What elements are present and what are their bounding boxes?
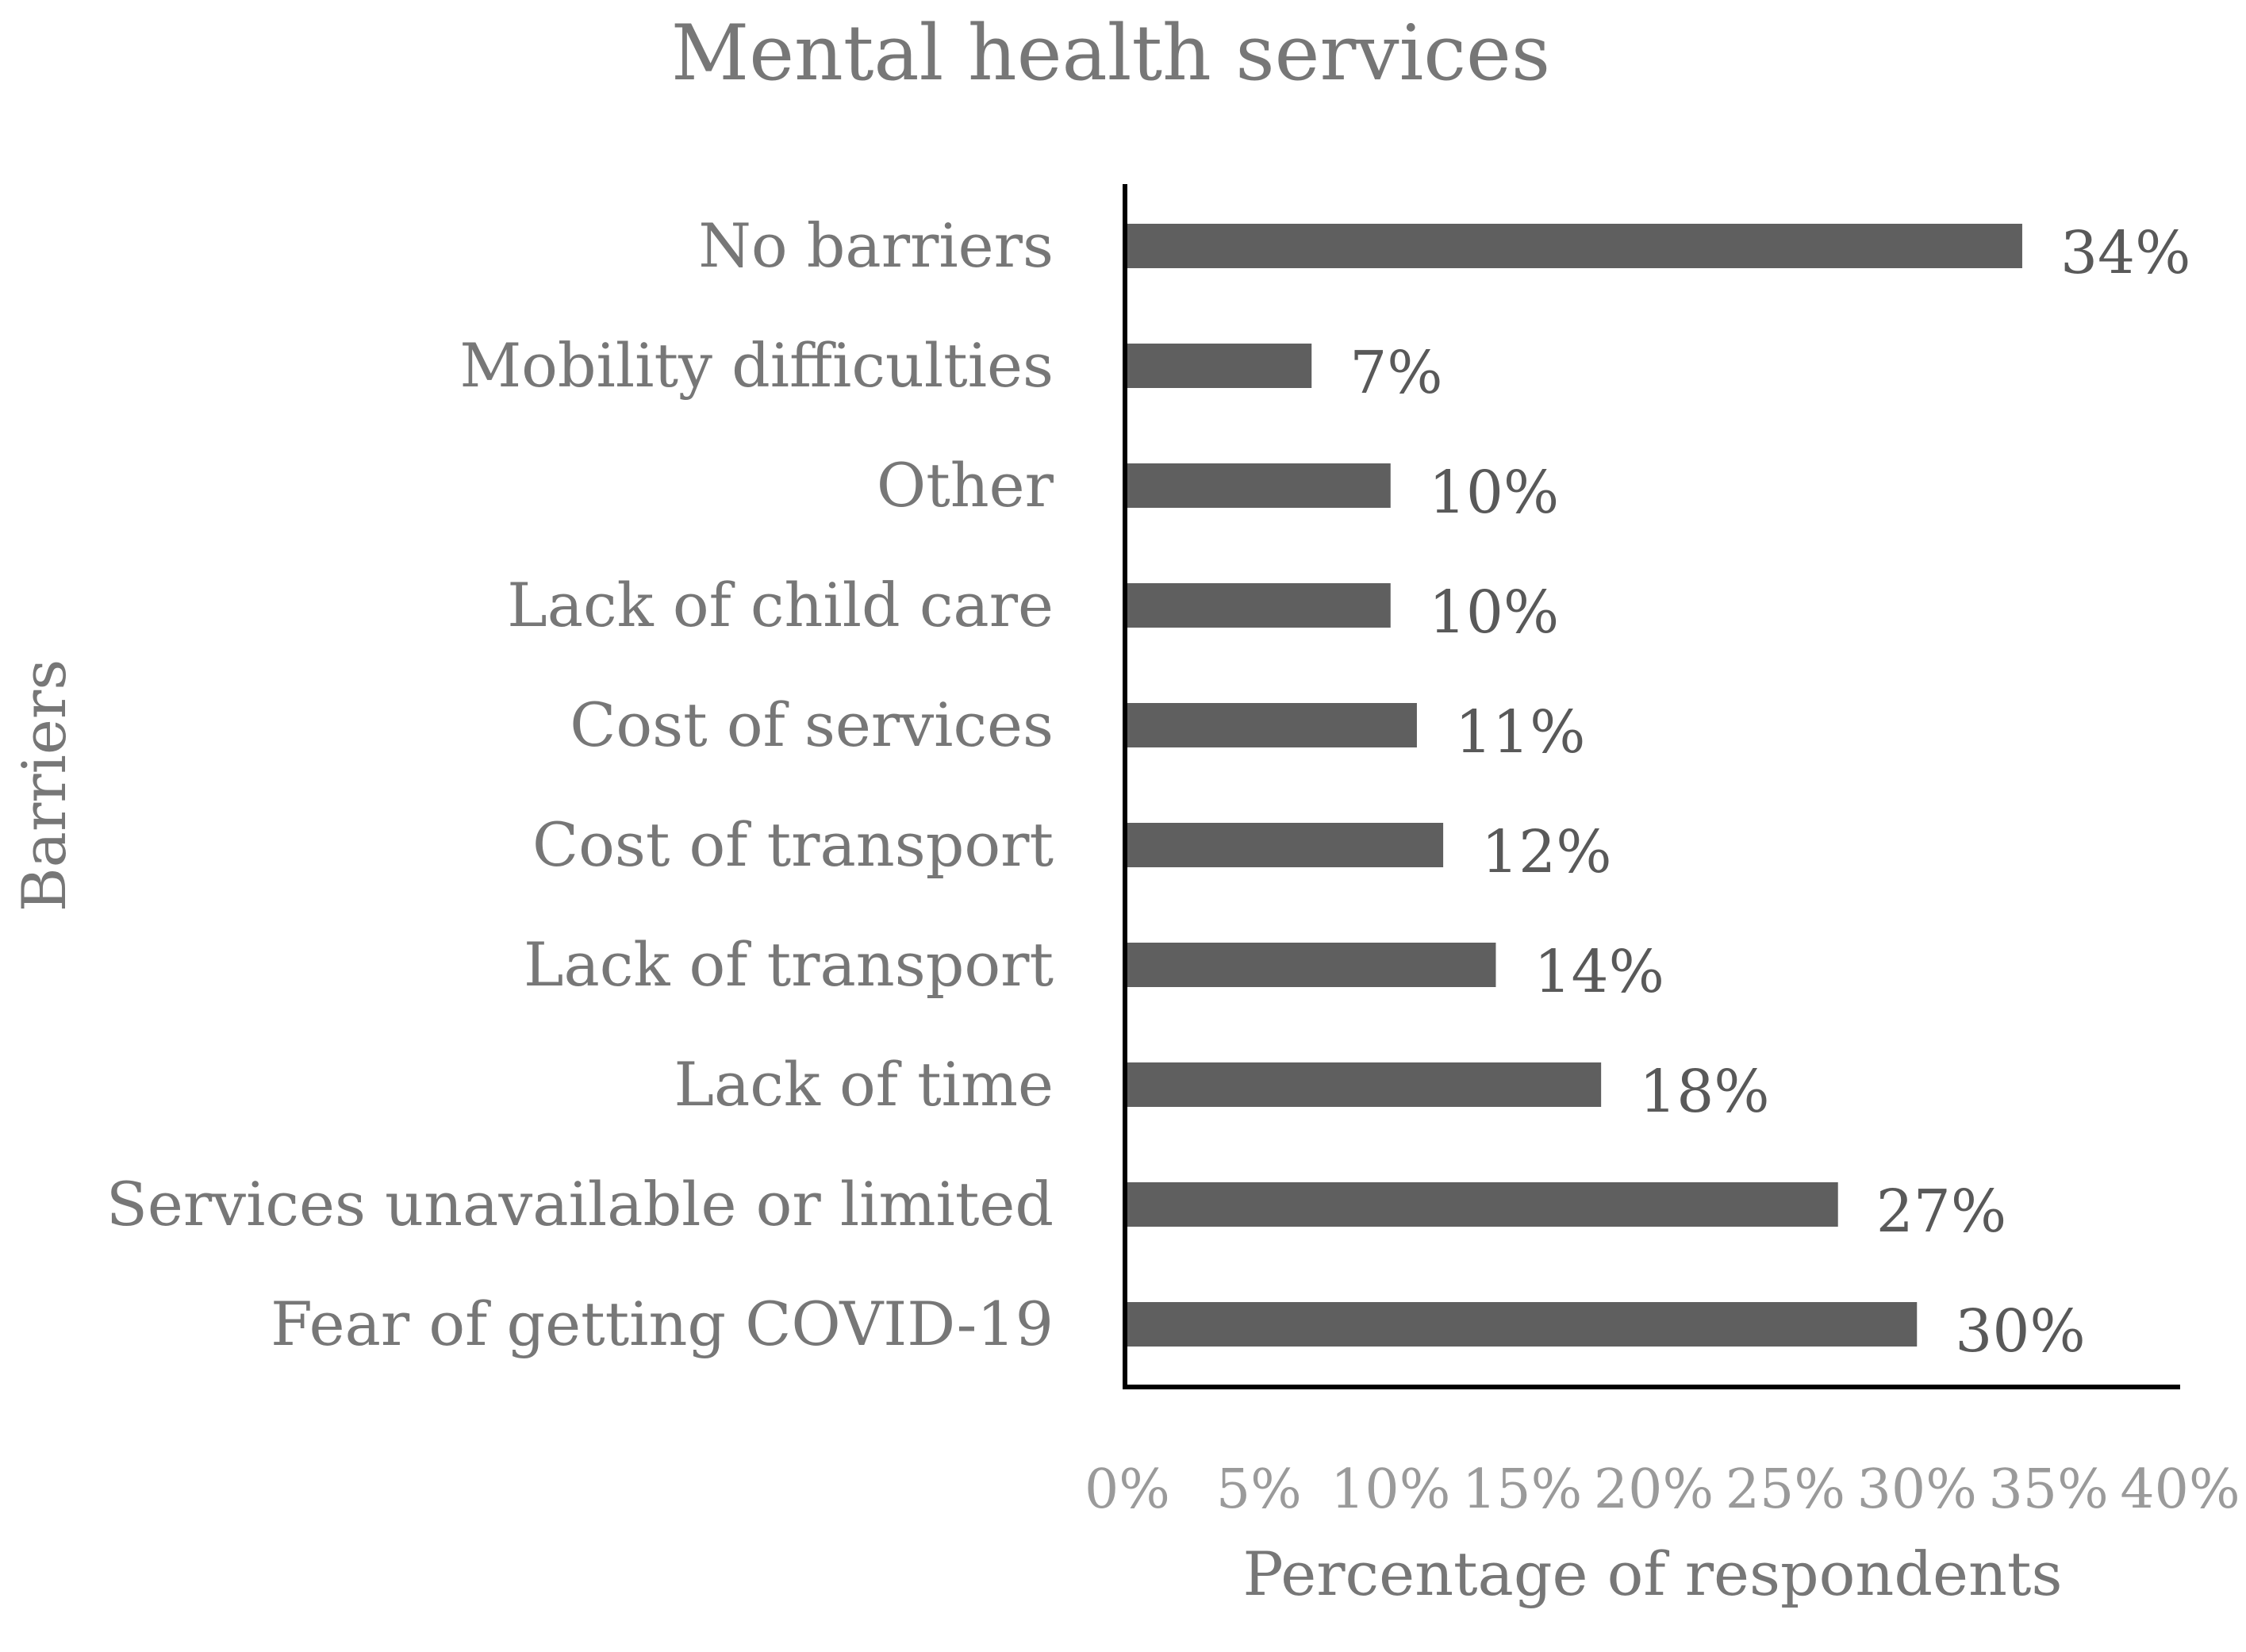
data-label: 10%: [1429, 459, 1559, 527]
bars-group: [1127, 224, 2022, 1347]
data-label: 30%: [1955, 1297, 2085, 1366]
data-label: 11%: [1455, 698, 1585, 766]
x-tick-label: 20%: [1594, 1458, 1714, 1521]
x-tick-label: 15%: [1462, 1458, 1582, 1521]
category-label: Cost of transport: [532, 809, 1054, 880]
chart-title: Mental health services: [671, 9, 1550, 98]
x-axis-title: Percentage of respondents: [1243, 1539, 2063, 1609]
bar: [1127, 344, 1312, 388]
bar: [1127, 224, 2022, 268]
category-label: No barriers: [698, 210, 1054, 281]
data-label: 10%: [1429, 578, 1559, 647]
bar: [1127, 1062, 1602, 1107]
category-label: Other: [877, 450, 1054, 521]
y-axis-title: Barriers: [9, 659, 79, 912]
data-labels: 34% 7% 10% 10% 11% 12% 14% 18% 27% 30%: [1350, 219, 2190, 1366]
x-tick-label: 10%: [1330, 1458, 1450, 1521]
data-label: 27%: [1876, 1178, 2006, 1246]
bar: [1127, 583, 1391, 628]
category-label: Cost of services: [570, 690, 1054, 760]
x-tick-label: 35%: [1989, 1458, 2109, 1521]
category-label: Lack of time: [674, 1049, 1054, 1120]
x-tick-label: 25%: [1726, 1458, 1845, 1521]
bar: [1127, 1302, 1918, 1347]
category-label: Fear of getting COVID-19: [271, 1289, 1054, 1359]
category-label: Mobility difficulties: [459, 330, 1054, 401]
bar: [1127, 943, 1496, 987]
bar: [1127, 703, 1417, 747]
category-label: Services unavailable or limited: [106, 1169, 1054, 1239]
x-tick-label: 0%: [1085, 1458, 1170, 1521]
x-tick-labels: 0% 5% 10% 15% 20% 25% 30% 35% 40%: [1085, 1458, 2240, 1521]
category-label: Lack of child care: [507, 570, 1054, 640]
bar: [1127, 463, 1391, 508]
category-label: Lack of transport: [524, 929, 1054, 1000]
data-label: 14%: [1534, 938, 1664, 1006]
data-label: 34%: [2060, 219, 2190, 287]
data-label: 12%: [1481, 818, 1611, 886]
category-labels: No barriers Mobility difficulties Other Lac…: [106, 210, 1054, 1359]
data-label: 7%: [1350, 339, 1442, 407]
x-tick-label: 5%: [1216, 1458, 1302, 1521]
x-tick-label: 30%: [1857, 1458, 1977, 1521]
bar: [1127, 1182, 1838, 1227]
x-tick-label: 40%: [2120, 1458, 2240, 1521]
data-label: 18%: [1639, 1058, 1769, 1126]
bar: [1127, 823, 1444, 867]
